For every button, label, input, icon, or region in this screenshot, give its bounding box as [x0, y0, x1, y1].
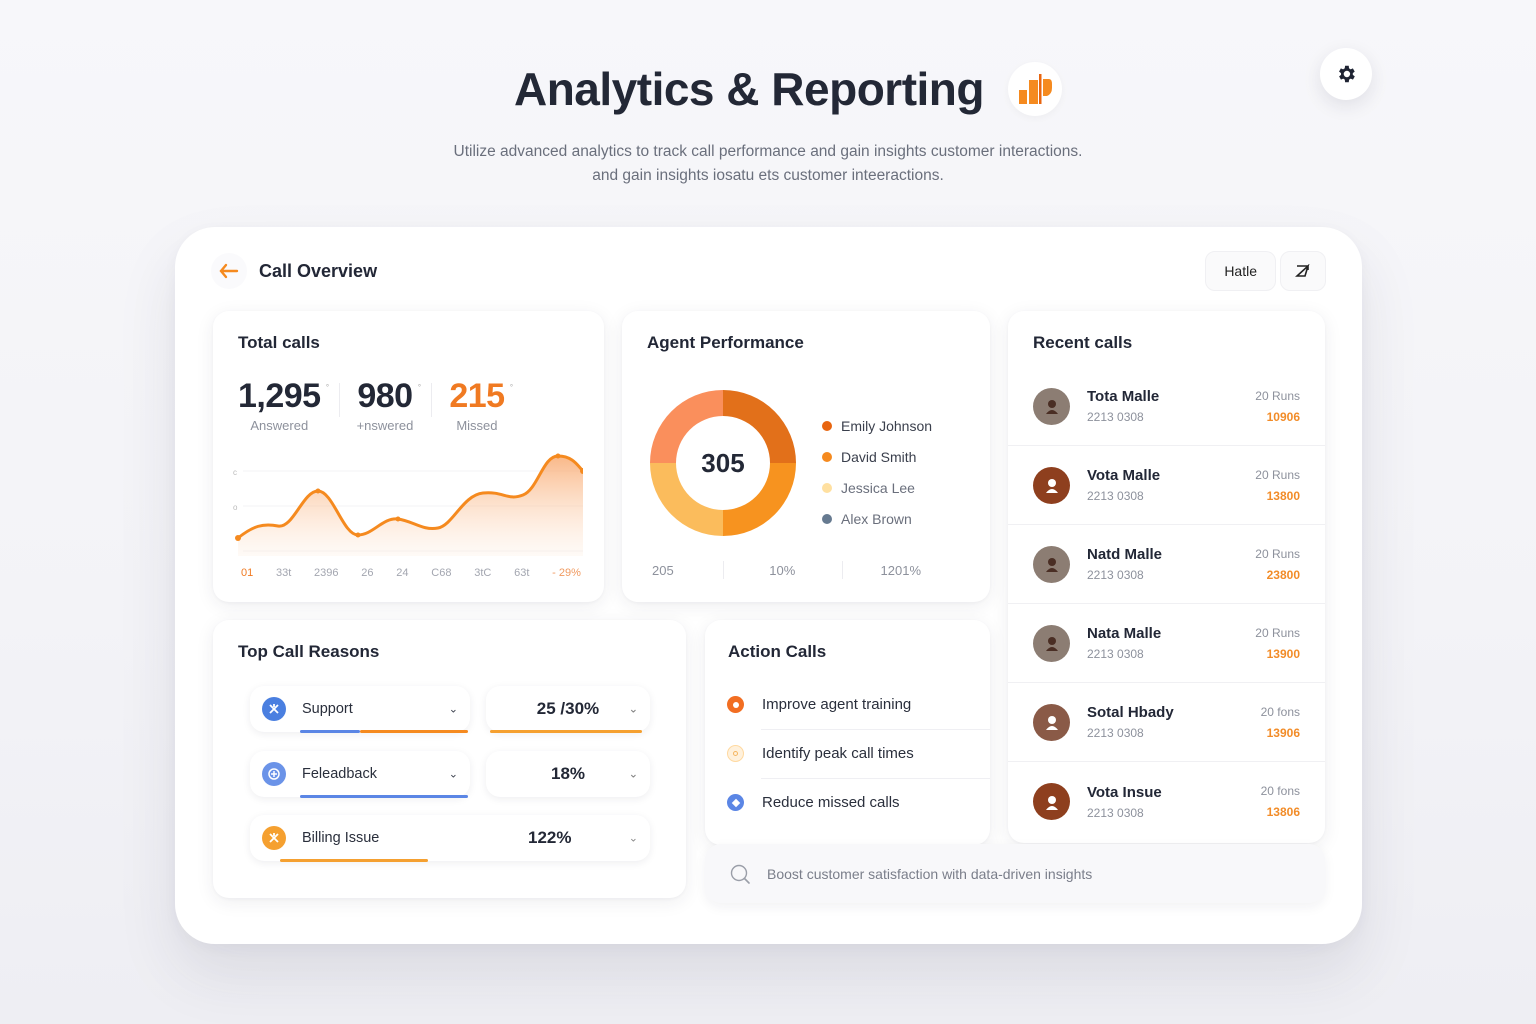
- list-item[interactable]: Tota Malle 2213 0308 20 Runs 10906: [1008, 367, 1325, 446]
- list-item[interactable]: Vota Insue 2213 0308 20 fons 13806: [1008, 762, 1325, 841]
- insight-text: Boost customer satisfaction with data-dr…: [767, 865, 1093, 882]
- billing-icon: [262, 826, 286, 850]
- calls-area-chart: c o: [233, 451, 586, 561]
- list-item[interactable]: Nata Malle 2213 0308 20 Runs 13900: [1008, 604, 1325, 683]
- agent-legend: Emily Johnson David Smith Jessica Lee Al…: [822, 410, 932, 534]
- phone-arrow-icon: [211, 253, 247, 289]
- page-header: Analytics & Reporting: [0, 62, 1536, 116]
- legend-item: Jessica Lee: [822, 472, 932, 503]
- reason-row-feedback: Feleadback ⌄ 18% ⌄: [250, 751, 650, 798]
- reason-select-billing[interactable]: Billing Issue 122% ⌄: [250, 815, 650, 862]
- chevron-down-icon: ⌄: [448, 703, 458, 716]
- diamond-icon: [727, 794, 744, 811]
- bar-chart-icon: [1008, 62, 1062, 116]
- reason-pct-feedback[interactable]: 18% ⌄: [486, 751, 650, 797]
- total-calls-title: Total calls: [238, 333, 320, 352]
- stat-missed: 215 ° Missed: [431, 377, 522, 433]
- stats-row: 1,295 ° Answered 980 ° +nswered 215 ° Misse…: [238, 377, 523, 433]
- support-icon: [262, 697, 286, 721]
- subtitle-line-1: Utilize advanced analytics to track call…: [453, 143, 1083, 160]
- stat-answered: 1,295 ° Answered: [238, 377, 329, 433]
- recent-calls-card: Recent calls Tota Malle 2213 0308 20 Runs…: [1008, 311, 1325, 843]
- avatar: [1033, 624, 1070, 662]
- recent-calls-title: Recent calls: [1033, 333, 1133, 352]
- reason-row-support: Support ⌄ 25 /30% ⌄: [250, 686, 650, 733]
- reason-pct-support[interactable]: 25 /30% ⌄: [486, 686, 650, 733]
- reason-select-feedback[interactable]: Feleadback ⌄: [250, 751, 470, 798]
- action-list: Improve agent training Identify peak cal…: [727, 680, 990, 827]
- svg-text:o: o: [233, 503, 238, 512]
- share-button[interactable]: [1280, 251, 1326, 291]
- gear-icon: [1339, 65, 1355, 83]
- donut-center-value: 305: [701, 447, 745, 478]
- action-item[interactable]: Reduce missed calls: [727, 778, 990, 827]
- legend-item: Emily Johnson: [822, 410, 932, 441]
- share-icon: [1295, 264, 1310, 277]
- action-calls-card: Action Calls Improve agent training Iden…: [705, 620, 990, 845]
- feedback-icon: [262, 762, 286, 786]
- reason-pct-billing: 122%: [528, 828, 572, 847]
- top-call-reasons-title: Top Call Reasons: [238, 642, 380, 661]
- chevron-down-icon: ⌄: [628, 832, 638, 845]
- stat-answered-2: 980 ° +nswered: [338, 377, 432, 433]
- avatar: [1033, 703, 1070, 741]
- agent-footer-stats: 205 10% 1201%: [652, 561, 960, 579]
- call-overview-panel: Call Overview Hatle Total calls 1,295 ° A…: [175, 227, 1362, 944]
- subtitle-line-2: and gain insights iosatu ets customer in…: [592, 167, 944, 184]
- agent-performance-card: Agent Performance 305 Emily Johnson Davi…: [622, 311, 990, 602]
- legend-item: David Smith: [822, 441, 932, 472]
- panel-header: Call Overview Hatle: [211, 251, 1326, 291]
- list-item[interactable]: Natd Malle 2213 0308 20 Runs 23800: [1008, 525, 1325, 604]
- total-calls-card: Total calls 1,295 ° Answered 980 ° +nswere…: [213, 311, 604, 602]
- reason-select-support[interactable]: Support ⌄: [250, 686, 470, 733]
- chevron-down-icon: ⌄: [628, 768, 638, 781]
- page-subtitle: Utilize advanced analytics to track call…: [0, 140, 1536, 188]
- chevron-down-icon: ⌄: [448, 768, 458, 781]
- page-title: Analytics & Reporting: [513, 63, 985, 115]
- settings-button[interactable]: [1320, 48, 1372, 100]
- top-call-reasons-card: Top Call Reasons Support ⌄ 25 /30% ⌄ Fel…: [213, 620, 686, 898]
- avatar: [1033, 466, 1070, 504]
- chevron-down-icon: ⌄: [628, 703, 638, 716]
- action-calls-title: Action Calls: [728, 642, 827, 661]
- chart-x-axis: 01 33t 2396 26 24 C68 3tC 63t - 29%: [241, 567, 581, 579]
- avatar: [1033, 545, 1070, 583]
- legend-item: Alex Brown: [822, 503, 932, 534]
- list-item[interactable]: Sotal Hbady 2213 0308 20 fons 13906: [1008, 683, 1325, 762]
- clock-icon: [727, 745, 744, 762]
- avatar: [1033, 387, 1070, 425]
- action-item[interactable]: Improve agent training: [727, 680, 990, 729]
- panel-title: Call Overview: [259, 260, 378, 281]
- agent-performance-title: Agent Performance: [647, 333, 804, 352]
- hatle-button[interactable]: Hatle: [1205, 251, 1276, 291]
- svg-text:c: c: [233, 468, 237, 477]
- search-icon: [730, 864, 750, 884]
- lightbulb-icon: [727, 696, 744, 713]
- insight-search-bar[interactable]: Boost customer satisfaction with data-dr…: [705, 844, 1325, 903]
- recent-calls-list: Tota Malle 2213 0308 20 Runs 10906 Vota Ma…: [1008, 367, 1325, 841]
- reason-row-billing: Billing Issue 122% ⌄: [250, 815, 650, 862]
- avatar: [1033, 783, 1070, 820]
- list-item[interactable]: Vota Malle 2213 0308 20 Runs 13800: [1008, 446, 1325, 525]
- agent-donut-chart: [650, 390, 796, 536]
- action-item[interactable]: Identify peak call times: [727, 729, 990, 778]
